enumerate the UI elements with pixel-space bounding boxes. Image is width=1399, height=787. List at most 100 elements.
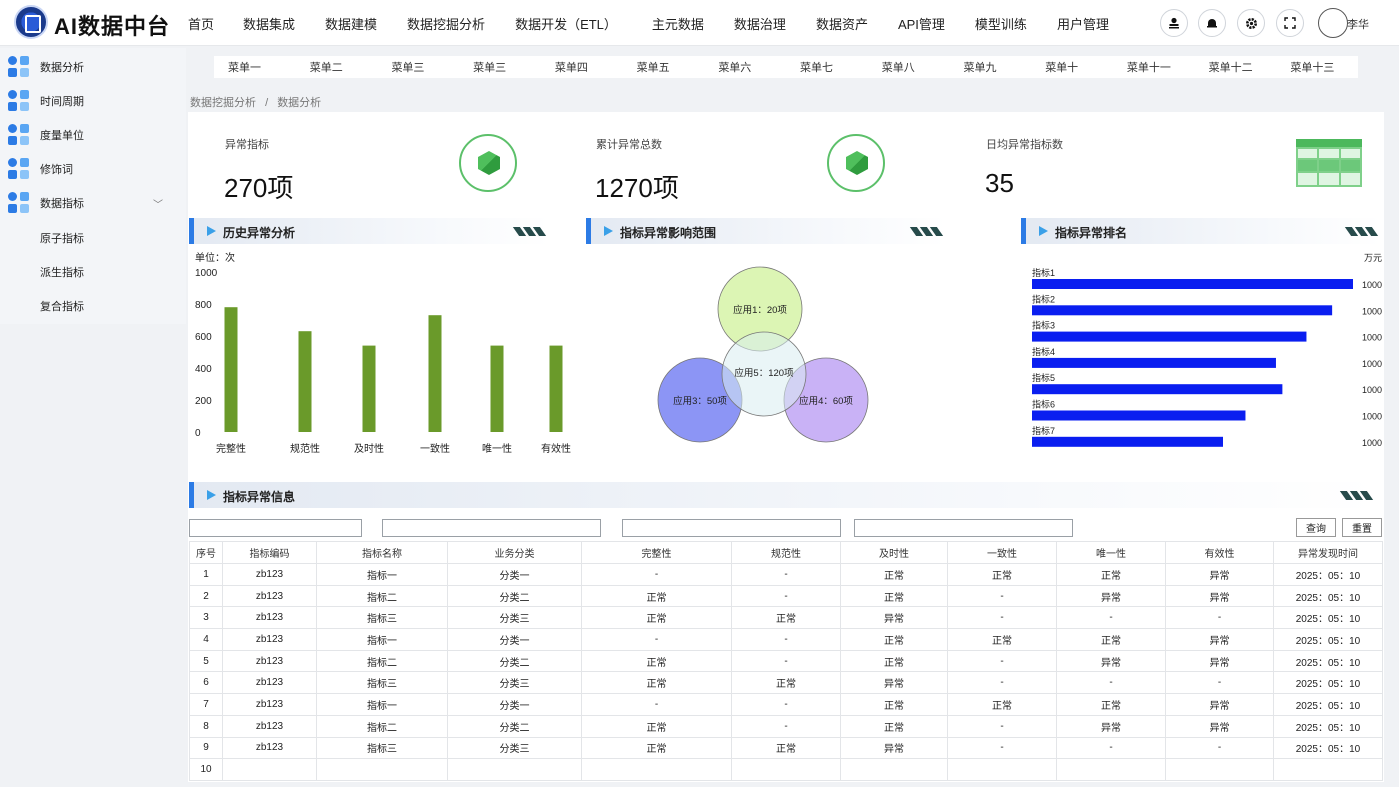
bar[interactable] — [549, 345, 563, 432]
table-row[interactable]: 3 zb123 指标三 分类三 正常 正常 异常 - - -2025：05：10 — [189, 606, 1383, 630]
table-row[interactable]: 2 zb123 指标二 分类二 正常 - 正常 - 异常 异常 2025：05：10 — [189, 584, 1383, 608]
fullscreen-icon[interactable] — [1276, 9, 1304, 37]
bell-icon[interactable] — [1198, 9, 1226, 37]
bar-category-label: 指标5 — [1032, 372, 1055, 383]
section-title: 指标异常影响范围 — [620, 226, 717, 240]
table-row[interactable]: 9 zb123 指标三 分类三 正常 正常 异常 - - -2025：05：10 — [189, 736, 1383, 760]
table-cell: 异常 — [840, 606, 948, 630]
sidebar-subitem-derived[interactable]: 派生指标 — [0, 255, 186, 289]
table-cell: 指标一 — [316, 693, 448, 716]
submenu-item[interactable]: 菜单六 — [718, 62, 752, 74]
filter-input-category[interactable] — [622, 519, 841, 537]
submenu-item[interactable]: 菜单三 — [391, 62, 425, 74]
nav-api-management[interactable]: API管理 — [897, 16, 945, 32]
triangle-icon — [604, 226, 613, 236]
sidebar-item-data-metrics[interactable]: 数据指标 ﹀ — [0, 186, 186, 220]
submenu-item[interactable]: 菜单十三 — [1290, 62, 1335, 74]
table-cell: 指标三 — [316, 736, 448, 760]
submenu-item[interactable]: 菜单八 — [881, 62, 915, 74]
table-cell: - — [1056, 671, 1166, 695]
submenu-item[interactable]: 菜单三 — [473, 62, 507, 74]
table-row[interactable]: 4 zb123 指标一 分类一 - - 正常 正常 正常 异常 2025：05：10 — [189, 628, 1383, 651]
stripes-icon — [1344, 227, 1379, 236]
submenu-item[interactable]: 菜单十 — [1045, 62, 1079, 74]
bar-category-label: 指标3 — [1032, 320, 1055, 331]
reset-button[interactable]: 重置 — [1342, 518, 1382, 537]
nav-data-dev[interactable]: 数据开发（ETL） — [515, 16, 617, 32]
nav-data-modeling[interactable]: 数据建模 — [325, 16, 378, 32]
nav-user-management[interactable]: 用户管理 — [1056, 16, 1109, 32]
bar[interactable] — [1032, 331, 1307, 342]
bar-category-label: 指标1 — [1032, 267, 1055, 278]
bar[interactable] — [1032, 357, 1276, 368]
table-row[interactable]: 10 — [189, 758, 1383, 781]
bar[interactable] — [1032, 410, 1246, 421]
table-row[interactable]: 1 zb123 指标一 分类一 - - 正常 正常 正常 异常 2025：05：10 — [189, 563, 1383, 586]
sidebar-item-label: 数据分析 — [40, 62, 84, 74]
filter-input-time[interactable] — [854, 519, 1073, 537]
bar[interactable] — [224, 307, 238, 432]
submenu-item[interactable]: 菜单七 — [800, 62, 834, 74]
table-cell: zb123 — [222, 671, 317, 695]
submenu-item[interactable]: 菜单二 — [309, 62, 343, 74]
sidebar-item-time-period[interactable]: 时间周期 — [0, 84, 186, 118]
nav-data-assets[interactable]: 数据资产 — [815, 16, 868, 32]
table-cell: 2025：05：10 — [1273, 563, 1383, 586]
venn-circle[interactable] — [721, 331, 807, 417]
chart-unit-label: 万元 — [1364, 253, 1382, 263]
submenu-item[interactable]: 菜单五 — [636, 62, 670, 74]
table-row[interactable]: 7 zb123 指标一 分类一 - - 正常 正常 正常 异常 2025：05：10 — [189, 693, 1383, 716]
table-cell: - — [581, 563, 732, 586]
table-cell: - — [1165, 736, 1274, 760]
nav-home[interactable]: 首页 — [188, 16, 215, 32]
nav-data-mining[interactable]: 数据挖掘分析 — [407, 16, 486, 32]
table-cell: 10 — [189, 758, 223, 781]
bar[interactable] — [1032, 279, 1353, 289]
table-cell: 指标二 — [316, 649, 448, 673]
bar[interactable] — [428, 315, 442, 432]
table-cell: - — [947, 736, 1057, 760]
user-name[interactable]: 李华 — [1347, 19, 1369, 31]
sidebar-item-measure-unit[interactable]: 度量单位 — [0, 118, 186, 152]
sidebar-item-data-analysis[interactable]: 数据分析 — [0, 50, 186, 84]
sidebar-subitem-atomic[interactable]: 原子指标 — [0, 221, 186, 255]
bar[interactable] — [490, 345, 504, 432]
nav-data-integration[interactable]: 数据集成 — [243, 16, 296, 32]
bar[interactable] — [298, 331, 312, 432]
filter-input-name[interactable] — [382, 519, 601, 537]
user-icon[interactable] — [1160, 9, 1188, 37]
table-cell: 分类二 — [447, 649, 582, 673]
query-button[interactable]: 查询 — [1296, 518, 1336, 537]
chevron-down-icon[interactable]: ﹀ — [153, 199, 163, 211]
sidebar-item-modifier[interactable]: 修饰词 — [0, 152, 186, 186]
submenu-item[interactable]: 菜单十二 — [1208, 62, 1253, 74]
table-cell: zb123 — [222, 628, 317, 651]
bar[interactable] — [1032, 384, 1283, 395]
filter-input-code[interactable] — [189, 519, 362, 537]
table-cell: 分类二 — [447, 714, 582, 738]
column-header: 一致性 — [947, 541, 1057, 564]
nav-master-data[interactable]: 主元数据 — [651, 16, 704, 32]
gear-icon[interactable] — [1237, 9, 1265, 37]
avatar[interactable] — [1318, 8, 1348, 38]
submenu-item[interactable]: 菜单十一 — [1126, 62, 1171, 74]
sidebar: 数据分析 时间周期 度量单位 修饰词 数据指标 ﹀ 原子指标 派生指标 复合指标 — [0, 48, 186, 324]
sidebar-subitem-composite[interactable]: 复合指标 — [0, 289, 186, 323]
submenu-item[interactable]: 菜单四 — [554, 62, 588, 74]
table-row[interactable]: 8 zb123 指标二 分类二 正常 - 正常 - 异常 异常 2025：05：10 — [189, 714, 1383, 738]
x-tick-label: 一致性 — [420, 442, 450, 455]
breadcrumb-parent[interactable]: 数据挖掘分析 — [190, 97, 256, 109]
bar[interactable] — [1032, 305, 1333, 316]
table-cell: - — [731, 693, 841, 716]
bar[interactable] — [362, 345, 376, 432]
submenu-item[interactable]: 菜单九 — [963, 62, 997, 74]
submenu-item[interactable]: 菜单一 — [228, 62, 261, 74]
table-row[interactable]: 5 zb123 指标二 分类二 正常 - 正常 - 异常 异常 2025：05：10 — [189, 649, 1383, 673]
table-row[interactable]: 6 zb123 指标三 分类三 正常 正常 异常 - - -2025：05：10 — [189, 671, 1383, 695]
nav-data-governance[interactable]: 数据治理 — [733, 16, 786, 32]
table-cell: 正常 — [840, 584, 948, 608]
bar-value-label: 1000 — [1362, 412, 1382, 422]
table-cell: 正常 — [581, 649, 732, 673]
bar[interactable] — [1032, 436, 1223, 447]
nav-model-training[interactable]: 模型训练 — [974, 16, 1027, 32]
